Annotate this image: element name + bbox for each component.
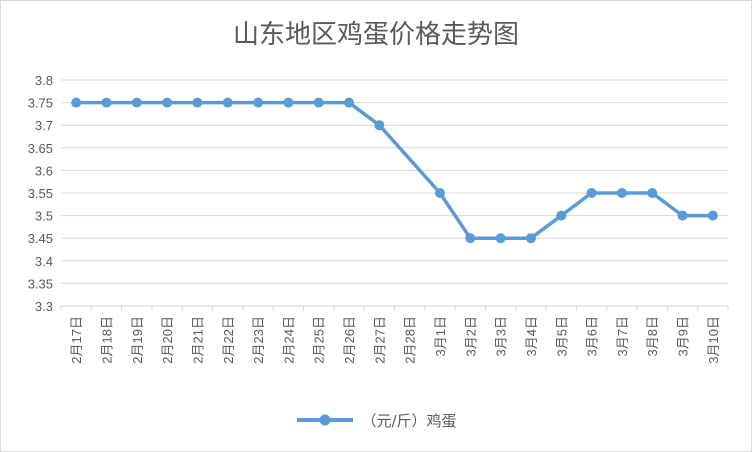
x-tick-label: 3月2日	[463, 316, 478, 356]
data-point	[222, 97, 233, 108]
chart-title: 山东地区鸡蛋价格走势图	[232, 20, 519, 50]
x-tick-label: 3月8日	[645, 316, 660, 356]
data-point	[465, 233, 476, 244]
data-point	[162, 97, 173, 108]
x-tick-label: 3月9日	[676, 316, 691, 356]
x-tick-label: 3月5日	[554, 316, 569, 356]
legend-label: （元/斤）鸡蛋	[361, 411, 457, 430]
data-point	[374, 120, 385, 131]
x-tick-label: 2月18日	[99, 316, 114, 364]
x-tick-label: 2月17日	[69, 316, 84, 364]
x-tick-label: 2月25日	[312, 316, 327, 364]
data-point	[313, 97, 324, 108]
y-tick-label: 3.7	[35, 118, 53, 133]
y-tick-label: 3.65	[28, 141, 53, 156]
x-tick-label: 2月28日	[403, 316, 418, 364]
y-tick-label: 3.4	[35, 254, 53, 269]
y-tick-label: 3.35	[28, 276, 53, 291]
data-point	[131, 97, 142, 108]
series-line	[74, 100, 715, 240]
data-point	[525, 233, 536, 244]
x-tick-label: 3月4日	[524, 316, 539, 356]
x-tick-label: 2月26日	[342, 316, 357, 364]
data-point	[556, 210, 567, 221]
y-tick-label: 3.55	[28, 186, 53, 201]
x-tick-label: 2月23日	[251, 316, 266, 364]
data-point	[192, 97, 203, 108]
data-point	[616, 188, 627, 198]
data-point	[253, 97, 264, 108]
x-tick-label: 2月21日	[190, 316, 205, 364]
y-tick-label: 3.45	[28, 231, 53, 246]
x-tick-label: 3月6日	[585, 316, 600, 356]
y-tick-label: 3.8	[35, 73, 53, 88]
x-tick-label: 3月7日	[615, 316, 630, 356]
chart-legend: （元/斤）鸡蛋	[0, 408, 752, 432]
x-tick-label: 3月3日	[494, 316, 509, 356]
data-point	[283, 97, 294, 108]
data-point	[586, 188, 597, 198]
x-tick-label: 2月20日	[160, 316, 175, 364]
x-tick-label: 3月10日	[706, 316, 721, 364]
data-point	[495, 233, 506, 244]
data-point	[101, 97, 112, 108]
data-point	[677, 210, 688, 221]
x-tick-label: 2月22日	[221, 316, 236, 364]
data-point	[344, 97, 355, 108]
x-tick-label: 2月24日	[281, 316, 296, 364]
data-point	[647, 188, 658, 198]
x-tick-label: 2月19日	[130, 316, 145, 364]
data-point	[707, 210, 718, 221]
x-tick-label: 3月1日	[433, 316, 448, 356]
y-tick-label: 3.3	[35, 299, 53, 314]
data-point	[434, 188, 445, 198]
legend-swatch	[297, 414, 354, 426]
y-tick-label: 3.6	[35, 163, 53, 178]
y-tick-label: 3.5	[35, 209, 53, 224]
data-point	[71, 97, 82, 108]
y-tick-label: 3.75	[28, 96, 53, 111]
x-tick-label: 2月27日	[372, 316, 387, 364]
